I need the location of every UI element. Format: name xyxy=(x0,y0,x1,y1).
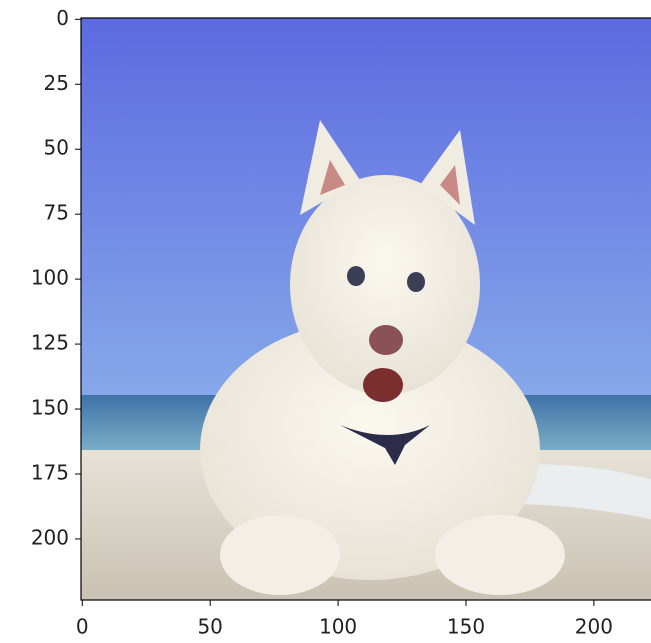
y-tick-label: 125 xyxy=(31,331,69,355)
image xyxy=(81,18,651,600)
x-tick-label: 150 xyxy=(447,615,485,639)
x-tick-label: 100 xyxy=(319,615,357,639)
y-tick-label: 100 xyxy=(31,266,69,290)
y-tick-label: 25 xyxy=(44,71,69,95)
chart: 0 50 100 150 200 0 25 50 75 100 125 150 175 200 xyxy=(0,0,651,643)
y-tick-label: 200 xyxy=(31,525,69,549)
page: {"chart_data": {"type": "image", "xlim":… xyxy=(0,0,651,643)
y-tick-label: 75 xyxy=(44,201,69,225)
x-tick-label: 0 xyxy=(76,615,89,639)
y-tick-label: 150 xyxy=(31,396,69,420)
y-tick-label: 175 xyxy=(31,460,69,484)
x-tick-label: 50 xyxy=(197,615,222,639)
y-tick-label: 0 xyxy=(56,6,69,30)
y-tick-label: 50 xyxy=(44,136,69,160)
x-tick-label: 200 xyxy=(575,615,613,639)
